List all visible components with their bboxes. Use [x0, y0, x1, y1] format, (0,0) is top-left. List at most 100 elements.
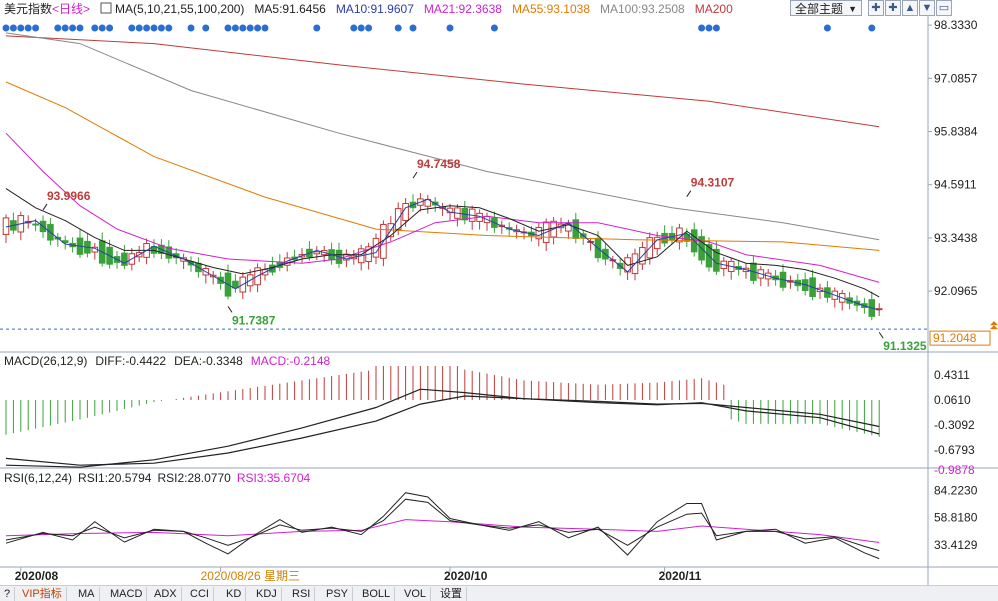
candle-down: [121, 252, 128, 266]
ma-line-ma5: [5, 198, 880, 311]
macd-y-tick-label: 0.4311: [934, 368, 970, 382]
signal-dot: [69, 24, 77, 32]
signal-dot: [202, 24, 210, 32]
tab-kdj[interactable]: KDJ: [252, 587, 282, 601]
current-price-box: [929, 330, 991, 346]
ma-line-ma200: [5, 35, 880, 128]
candle-down: [32, 223, 39, 226]
signal-dot: [128, 24, 136, 32]
signal-dot: [98, 24, 106, 32]
theme-select-label: 全部主题: [795, 2, 844, 16]
theme-select[interactable]: 全部主题 ▼: [790, 0, 862, 16]
rsi-y-tick-label: 33.4129: [934, 538, 978, 552]
tab-vol[interactable]: VOL: [400, 587, 432, 601]
candle-down: [232, 280, 239, 289]
price-annotation: 91.7387: [232, 313, 276, 327]
signal-dot: [254, 24, 262, 32]
macd-dea-line: [5, 395, 880, 466]
signal-dot: [239, 24, 247, 32]
signal-dot: [409, 24, 417, 32]
price-annotation: 94.3107: [691, 176, 735, 190]
signal-dot: [2, 24, 10, 32]
signal-dot: [446, 24, 454, 32]
ma-legend-item: MA200: [695, 2, 733, 16]
current-price-label: 91.2048: [933, 331, 977, 345]
tab-vip[interactable]: VIP指标: [18, 587, 67, 601]
signal-dot: [357, 24, 365, 32]
rsi-y-tick-label: 84.2230: [934, 483, 978, 497]
ma-legend-item: MA5:91.6456: [254, 2, 326, 16]
signal-dot: [313, 24, 321, 32]
signal-dot: [24, 24, 32, 32]
grid-plus-icon[interactable]: ✚: [868, 0, 884, 16]
tab-rsi[interactable]: RSI: [288, 587, 316, 601]
signal-dot: [261, 24, 269, 32]
ma-legend-item: MA10:91.9607: [336, 2, 414, 16]
scroll-up-icon[interactable]: [990, 321, 998, 330]
tab-boll[interactable]: BOLL: [358, 587, 396, 601]
annotation-pointer: [227, 306, 233, 313]
period-label: <日线>: [52, 2, 90, 16]
macd-legend-item: MACD(26,12,9): [4, 354, 87, 368]
signal-dot: [490, 24, 498, 32]
signal-dot: [143, 24, 151, 32]
candle-up: [565, 223, 572, 232]
indicator-box-icon: [100, 2, 112, 14]
indicator-tab-bar: ? VIP指标 MA MACD ADX CCI KD KDJ RSI PSY BOLL VOL 设置: [0, 585, 998, 601]
candle-down: [683, 234, 691, 242]
annotation-pointer: [878, 331, 884, 339]
candle-up: [313, 251, 321, 255]
rsi-y-tick-label: 58.8180: [934, 511, 978, 525]
x-tick-label: 2020/10: [444, 569, 488, 583]
down-arrow-icon[interactable]: ▼: [919, 0, 935, 16]
macd-y-tick-label: -0.3092: [934, 418, 975, 432]
tab-cci[interactable]: CCI: [186, 587, 214, 601]
signal-dot: [350, 24, 358, 32]
tab-left-marker[interactable]: ?: [0, 587, 16, 601]
ma-line-ma55: [5, 81, 880, 251]
ma-line-ma21: [5, 132, 880, 283]
signal-dot: [91, 24, 99, 32]
annotation-pointer: [412, 171, 418, 179]
macd-legend-item: DEA:-0.3348: [174, 354, 243, 368]
ma-legend-item: MA55:93.1038: [512, 2, 590, 16]
x-tick-label: 2020/08: [15, 569, 59, 583]
x-tick-label: 2020/11: [659, 569, 702, 583]
macd-y-tick-label: -0.6793: [934, 443, 975, 457]
rsi3-line: [5, 519, 880, 543]
signal-dot: [698, 24, 706, 32]
tab-psy[interactable]: PSY: [322, 587, 354, 601]
annotation-pointer: [686, 190, 692, 197]
annotation-pointer: [42, 203, 48, 211]
signal-dot: [165, 24, 173, 32]
signal-dot: [54, 24, 62, 32]
up-arrow-icon[interactable]: ▲: [902, 0, 918, 16]
tab-ma[interactable]: MA: [74, 587, 100, 601]
chevron-down-icon: ▼: [848, 4, 857, 14]
tab-adx[interactable]: ADX: [150, 587, 182, 601]
macd-y-tick-label: 0.0610: [934, 393, 971, 407]
tab-macd[interactable]: MACD: [106, 587, 148, 601]
grid-plus-icon[interactable]: ✚: [885, 0, 901, 16]
signal-dot: [9, 24, 17, 32]
rsi-legend-item: RSI1:20.5794: [78, 471, 152, 485]
rsi-legend-item: RSI(6,12,24): [4, 471, 72, 485]
symbol-name: 美元指数: [4, 1, 52, 16]
window-icon[interactable]: ▭: [936, 0, 952, 16]
signal-dot: [712, 24, 720, 32]
tab-设置[interactable]: 设置: [436, 587, 467, 601]
rsi1-line: [5, 492, 880, 560]
ma-line-ma100: [5, 32, 880, 241]
ma-legend-item: MA(5,10,21,55,100,200): [115, 2, 244, 16]
signal-dot: [231, 24, 239, 32]
signal-dot: [823, 24, 831, 32]
signal-dot: [246, 24, 254, 32]
signal-dot: [705, 24, 713, 32]
tab-kd[interactable]: KD: [222, 587, 247, 601]
macd-y-tick-label: -0.9878: [934, 463, 975, 477]
signal-dot: [187, 24, 195, 32]
price-annotation: 93.9966: [47, 189, 91, 203]
signal-dot: [868, 24, 876, 32]
x-tick-label: 2020/08/26 星期三: [201, 569, 300, 583]
